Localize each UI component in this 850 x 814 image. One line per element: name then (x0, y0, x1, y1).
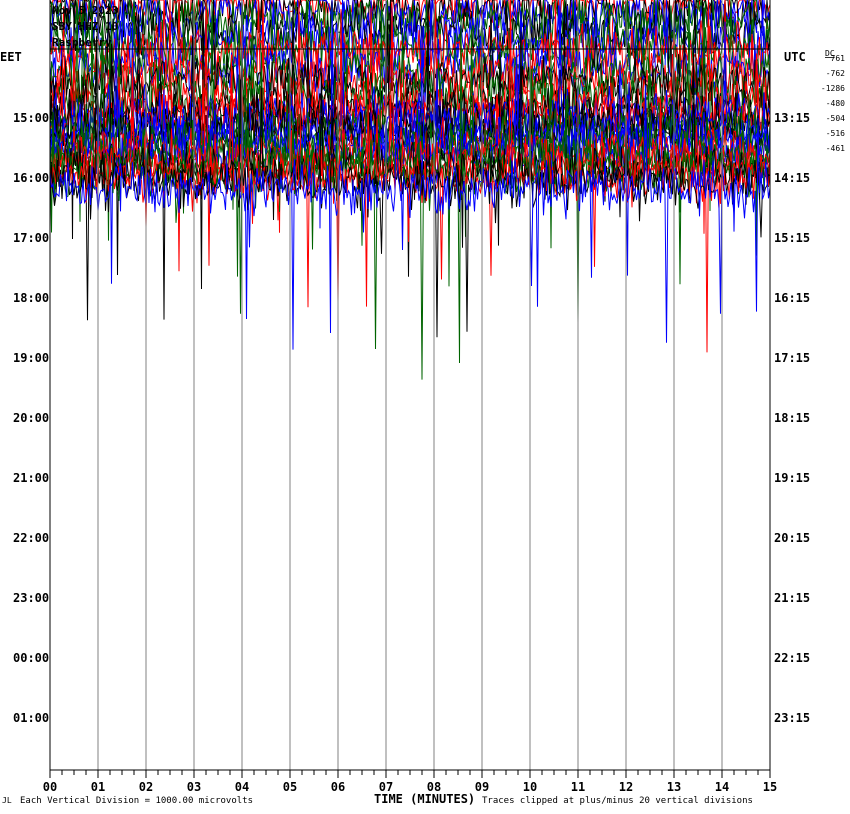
left-row-label: 01:00 (13, 711, 49, 725)
right-row-label: 20:15 (774, 531, 810, 545)
right-time-labels: 13:15 14:15 15:15 16:15 17:15 18:15 19:15 20:15… (774, 111, 810, 725)
x-tick-label: 11 (571, 780, 585, 794)
corner-mark: JL (2, 796, 12, 805)
dc-offset-label: 761 (831, 54, 846, 63)
trace-line (49, 80, 771, 343)
left-row-label: 18:00 (13, 291, 49, 305)
left-row-label: 17:00 (13, 231, 49, 245)
minute-minor-ticks (49, 770, 771, 778)
right-row-label: 16:15 (774, 291, 810, 305)
left-row-label: 15:00 (13, 111, 49, 125)
x-tick-label: 00 (43, 780, 57, 794)
x-tick-label: 02 (139, 780, 153, 794)
x-tick-label: 10 (523, 780, 537, 794)
right-row-label: 17:15 (774, 351, 810, 365)
right-row-label: 18:15 (774, 411, 810, 425)
header-date: Nov 5 2023 (52, 4, 118, 17)
left-row-label: 16:00 (13, 171, 49, 185)
x-tick-label: 14 (715, 780, 729, 794)
x-tick-label: 13 (667, 780, 681, 794)
trace-line (49, 0, 771, 256)
left-row-label: 20:00 (13, 411, 49, 425)
trace-line (49, 0, 771, 197)
x-tick-label: 01 (91, 780, 105, 794)
left-axis-title: EET (0, 50, 22, 64)
right-row-label: 19:15 (774, 471, 810, 485)
dc-offset-label: -480 (826, 99, 845, 108)
header-network: Raspberry (52, 36, 112, 49)
x-axis-title: TIME (MINUTES) (374, 792, 475, 806)
x-tick-label: 07 (379, 780, 393, 794)
left-row-label: 19:00 (13, 351, 49, 365)
left-row-label: 21:00 (13, 471, 49, 485)
scale-note: Each Vertical Division = 1000.00 microvo… (20, 796, 253, 806)
right-row-label: 21:15 (774, 591, 810, 605)
x-tick-labels: 00 01 02 03 04 05 06 07 08 09 10 11 12 13 14 15 (43, 780, 777, 794)
right-row-label: 23:15 (774, 711, 810, 725)
time-gridlines (97, 0, 723, 770)
left-row-label: 00:00 (13, 651, 49, 665)
x-tick-label: 09 (475, 780, 489, 794)
x-tick-label: 15 (763, 780, 777, 794)
right-row-label: 14:15 (774, 171, 810, 185)
left-time-labels: 15:00 16:00 17:00 18:00 19:00 20:00 21:00 22:00… (13, 111, 49, 725)
clip-note: Traces clipped at plus/minus 20 vertical… (482, 796, 753, 806)
dc-offset-label: -461 (826, 144, 845, 153)
dc-offset-label: -762 (826, 69, 845, 78)
left-row-label: 23:00 (13, 591, 49, 605)
dc-offset-label: -504 (826, 114, 845, 123)
x-tick-label: 05 (283, 780, 297, 794)
dc-label: DC (825, 49, 835, 58)
dc-offset-label: -516 (826, 129, 845, 138)
dc-offset-labels: 761 -762 -1286 -480 -504 -516 -461 (821, 54, 845, 153)
right-row-label: 22:15 (774, 651, 810, 665)
x-tick-label: 04 (235, 780, 249, 794)
seismic-traces (49, 0, 771, 380)
right-row-label: 13:15 (774, 111, 810, 125)
dc-offset-label: -1286 (821, 84, 845, 93)
trace-line (49, 0, 771, 287)
right-axis-title: UTC (784, 50, 806, 64)
x-tick-label: 12 (619, 780, 633, 794)
left-row-label: 22:00 (13, 531, 49, 545)
header-station: SBY HHZ 10 (52, 20, 118, 33)
x-tick-label: 03 (187, 780, 201, 794)
right-row-label: 15:15 (774, 231, 810, 245)
x-tick-label: 08 (427, 780, 441, 794)
x-tick-label: 06 (331, 780, 345, 794)
